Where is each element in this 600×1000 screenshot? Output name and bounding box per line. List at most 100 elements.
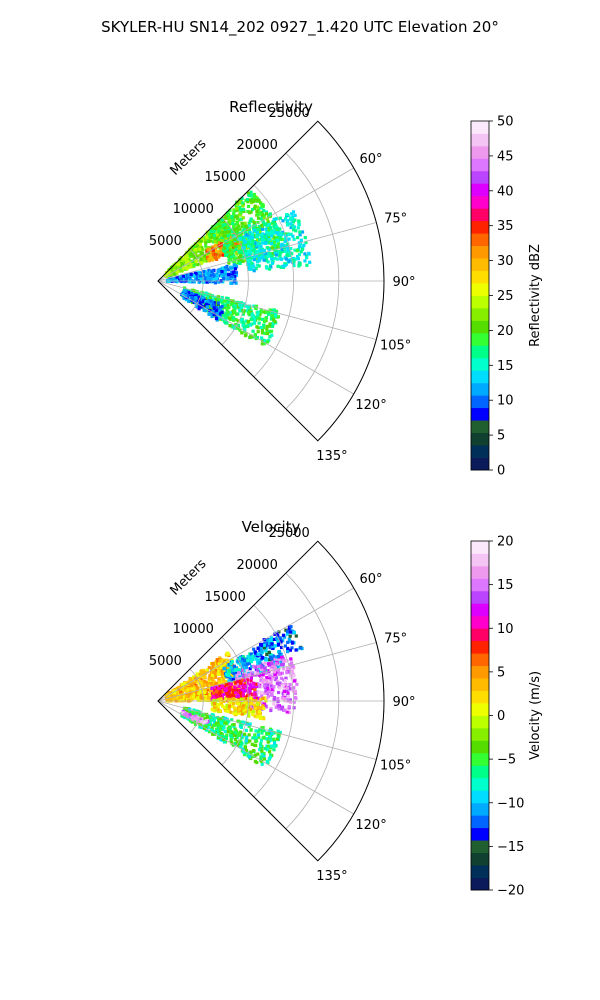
data-cell — [272, 224, 276, 229]
data-cell — [175, 275, 179, 279]
colorbar-swatch — [471, 457, 489, 471]
data-cell — [187, 290, 191, 294]
data-cell — [212, 301, 216, 305]
data-cell — [257, 712, 261, 716]
data-cell — [240, 231, 244, 235]
colorbar-swatch — [471, 395, 489, 409]
data-cell — [199, 257, 203, 261]
data-cell — [246, 204, 251, 208]
data-cell — [230, 281, 234, 285]
data-cell — [255, 209, 259, 213]
data-cell — [259, 706, 263, 710]
data-cell — [267, 247, 271, 251]
data-cell — [241, 747, 246, 751]
data-cell — [248, 253, 252, 257]
data-cell — [234, 247, 238, 251]
data-cell — [265, 324, 269, 328]
data-cell — [226, 214, 230, 218]
data-cell — [285, 710, 289, 714]
colorbar-label: Reflectivity dBZ — [528, 244, 543, 347]
data-cell — [198, 254, 202, 258]
data-cell — [214, 226, 218, 231]
data-cell — [290, 669, 294, 673]
data-cell — [275, 229, 279, 233]
data-cell — [204, 302, 208, 306]
data-cell — [238, 309, 242, 313]
data-cell — [218, 727, 222, 731]
data-cell — [265, 732, 269, 736]
data-cell — [211, 303, 215, 307]
data-cell — [240, 665, 244, 669]
data-cell — [171, 694, 175, 698]
data-cell — [276, 235, 280, 239]
data-cell — [269, 265, 273, 269]
data-cell — [198, 300, 202, 304]
radial-tick-label: 10000 — [173, 622, 214, 637]
colorbar-tick-label: 0 — [497, 464, 505, 479]
data-cell — [213, 256, 217, 260]
data-cell — [293, 695, 297, 700]
data-cell — [202, 258, 206, 262]
data-cell — [274, 676, 278, 680]
data-cell — [210, 258, 215, 262]
data-cell — [274, 224, 278, 228]
data-cell — [202, 293, 206, 297]
data-cell — [197, 672, 201, 676]
data-cell — [248, 259, 252, 263]
data-cell — [213, 236, 217, 240]
data-cell — [283, 678, 287, 683]
data-cell — [265, 231, 269, 235]
data-cell — [281, 691, 285, 695]
data-cell — [232, 723, 236, 727]
data-cell — [231, 702, 235, 706]
data-cell — [261, 239, 266, 243]
data-cell — [280, 257, 284, 261]
data-cell — [245, 304, 249, 308]
data-cell — [235, 660, 239, 664]
data-cell — [169, 267, 174, 271]
data-cell — [230, 248, 234, 252]
data-cell — [264, 212, 269, 216]
data-cell — [205, 728, 209, 732]
data-cell — [254, 267, 258, 271]
data-cell — [273, 217, 277, 221]
data-cell — [170, 696, 174, 700]
data-cell — [281, 633, 286, 637]
data-cell — [214, 689, 219, 693]
data-cell — [232, 266, 236, 270]
data-cell — [253, 318, 257, 322]
data-cell — [234, 317, 238, 322]
data-cell — [289, 217, 293, 221]
data-cell — [270, 261, 274, 265]
data-cell — [239, 208, 243, 212]
data-cell — [264, 648, 268, 652]
data-cell — [276, 654, 280, 659]
data-cell — [287, 248, 291, 253]
data-cell — [166, 695, 170, 699]
data-cell — [222, 234, 226, 238]
data-cell — [185, 267, 189, 271]
data-cell — [244, 666, 248, 670]
data-cell — [245, 703, 249, 707]
data-cell — [251, 710, 255, 714]
data-cell — [290, 252, 294, 256]
data-cell — [236, 702, 240, 706]
data-cell — [267, 650, 271, 655]
data-cell — [271, 654, 275, 658]
data-cell — [203, 238, 207, 242]
data-cell — [260, 247, 264, 251]
data-cell — [230, 270, 234, 274]
data-cell — [214, 311, 218, 315]
data-cell — [238, 656, 242, 660]
data-cell — [248, 235, 252, 239]
data-cell — [234, 271, 238, 275]
data-cell — [212, 730, 216, 734]
data-cell — [214, 224, 218, 228]
data-cell — [279, 265, 283, 269]
data-cell — [230, 215, 234, 219]
data-cell — [220, 226, 224, 230]
data-cell — [299, 238, 303, 242]
data-cell — [169, 272, 173, 276]
data-cell — [202, 694, 206, 698]
data-cell — [220, 305, 224, 309]
